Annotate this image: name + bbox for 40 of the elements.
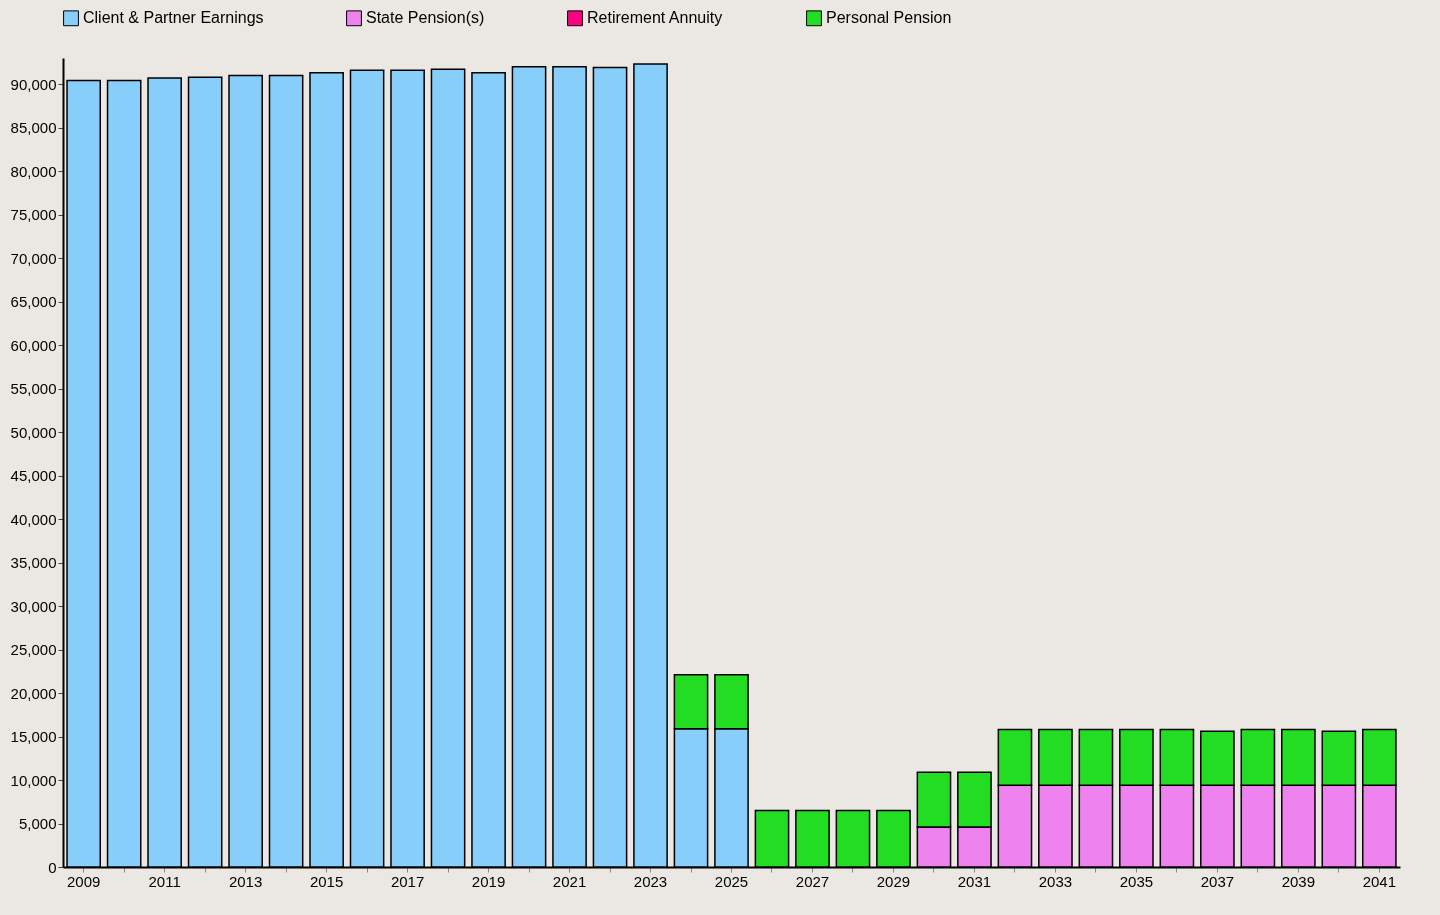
y-tick-label: 45,000 [10, 467, 57, 485]
y-tick-label: 15,000 [10, 728, 57, 746]
y-tick-label: 65,000 [10, 293, 57, 311]
y-tick-label: 80,000 [10, 162, 57, 180]
y-tick-label: 60,000 [10, 336, 57, 354]
y-tick-label: 55,000 [10, 380, 57, 398]
x-tick-label: 2017 [390, 872, 425, 890]
legend-label: Retirement Annuity [587, 9, 723, 27]
y-tick-label: 20,000 [10, 684, 57, 702]
y-tick-label: 90,000 [10, 75, 57, 93]
y-tick-label: 40,000 [10, 510, 57, 528]
x-tick-label: 2009 [66, 872, 101, 890]
x-tick-label: 2035 [1119, 872, 1154, 890]
x-tick-label: 2015 [309, 872, 344, 890]
x-tick-label: 2031 [957, 872, 992, 890]
y-tick-label: 25,000 [10, 641, 57, 659]
x-tick-label: 2033 [1038, 872, 1073, 890]
x-tick-label: 2025 [714, 872, 749, 890]
y-tick-label: 85,000 [10, 119, 57, 137]
x-tick-label: 2013 [228, 872, 263, 890]
x-tick-label: 2027 [795, 872, 830, 890]
y-tick-label: 50,000 [10, 423, 57, 441]
legend-label: Personal Pension [826, 9, 952, 27]
legend-label: Client & Partner Earnings [83, 9, 264, 27]
x-tick-label: 2037 [1200, 872, 1235, 890]
y-tick-label: 5,000 [18, 815, 57, 833]
y-tick-label: 75,000 [10, 206, 57, 224]
x-tick-label: 2023 [633, 872, 668, 890]
y-tick-label: 35,000 [10, 554, 57, 572]
x-tick-label: 2019 [471, 872, 506, 890]
legend-label: State Pension(s) [366, 9, 485, 27]
x-tick-label: 2029 [876, 872, 911, 890]
y-tick-label: 0 [48, 858, 57, 876]
x-tick-label: 2011 [148, 872, 181, 890]
y-tick-label: 10,000 [10, 771, 57, 789]
x-tick-label: 2021 [552, 872, 587, 890]
x-tick-label: 2039 [1281, 872, 1316, 890]
y-tick-label: 70,000 [10, 249, 57, 267]
y-tick-label: 30,000 [10, 597, 57, 615]
x-tick-label: 2041 [1362, 872, 1397, 890]
